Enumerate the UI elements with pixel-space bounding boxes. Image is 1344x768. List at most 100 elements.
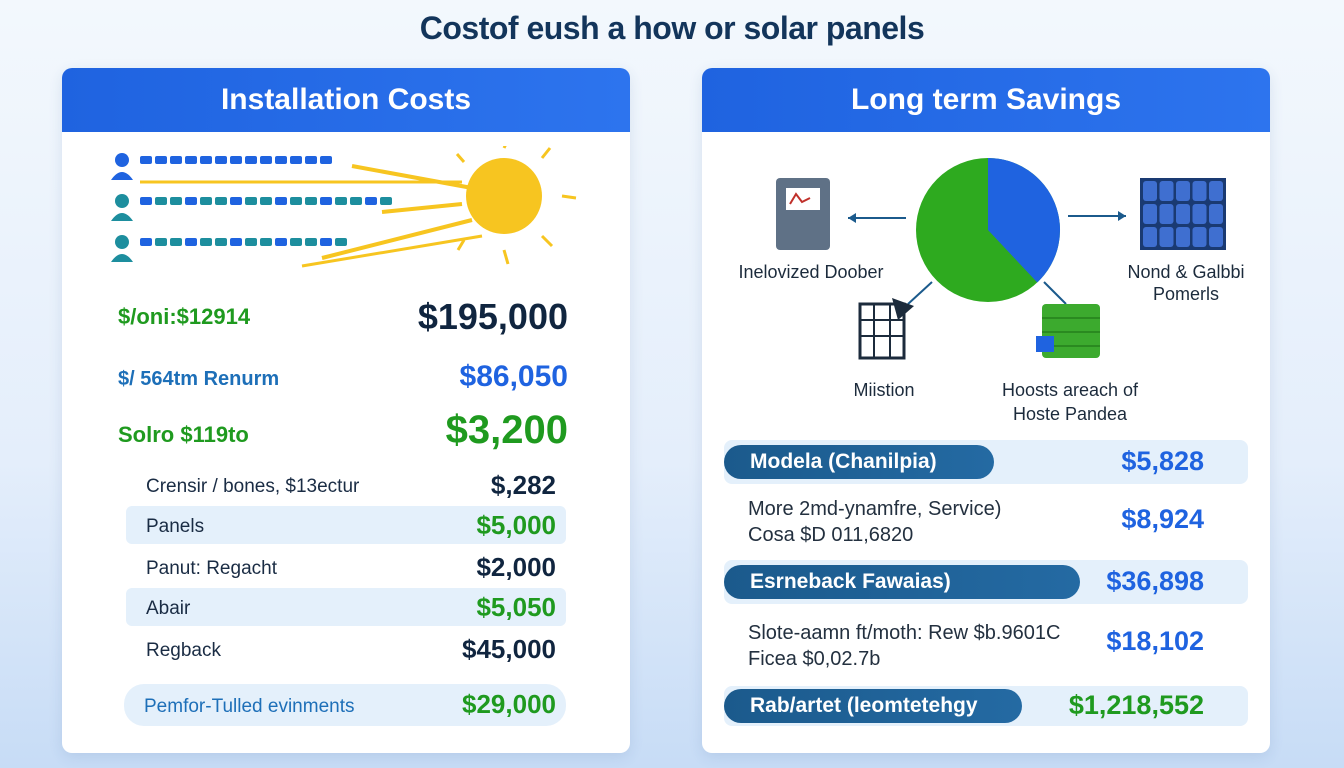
usage-bar-segment xyxy=(320,197,332,205)
usage-bar-segment xyxy=(290,197,302,205)
cost-row-label: Panels xyxy=(146,516,205,537)
usage-bar-segment xyxy=(230,238,242,246)
savings-value: $8,924 xyxy=(1121,504,1204,534)
savings-row-line2: Cosa $D 011,6820 xyxy=(748,524,914,546)
savings-diagram xyxy=(776,158,1226,360)
savings-row: More 2md-ynamfre, Service) Cosa $D 011,6… xyxy=(724,492,1248,554)
panels-label-line1: Nond & Galbbi xyxy=(1127,262,1245,282)
solar-cell xyxy=(1159,181,1174,201)
usage-bar-segment xyxy=(350,197,362,205)
usage-bar-segment xyxy=(335,197,347,205)
savings-pie-chart xyxy=(916,158,1061,302)
cost-row: Panut: Regacht $2,000 xyxy=(126,548,566,586)
usage-bar-segment xyxy=(320,156,332,164)
usage-bar-segment xyxy=(275,238,287,246)
savings-row: Modela (Chanilpia) $5,828 xyxy=(724,440,1248,484)
page-title: Costof eush a how or solar panels xyxy=(419,10,925,46)
cost-row-value: $2,000 xyxy=(476,552,556,582)
usage-bar-segment xyxy=(185,156,197,164)
cost-row-label: Regback xyxy=(146,640,221,661)
savings-value: $36,898 xyxy=(1106,566,1204,596)
solar-cell xyxy=(1143,227,1157,247)
cost-row: Crensir / bones, $13ectur $,282 xyxy=(126,466,566,504)
cost-row-value: $45,000 xyxy=(462,634,556,664)
person-icon xyxy=(111,153,133,180)
usage-bar-segment xyxy=(380,197,392,205)
usage-bar-segment xyxy=(305,156,317,164)
solar-cell xyxy=(1176,204,1190,224)
usage-bar-segment xyxy=(140,238,152,246)
savings-value: $18,102 xyxy=(1106,626,1204,656)
usage-bar-segment xyxy=(245,197,257,205)
solar-panel-icon xyxy=(1140,178,1226,250)
solar-cell xyxy=(1143,181,1157,201)
savings-row-line2: Ficea $0,02.7b xyxy=(748,648,881,670)
solar-cell xyxy=(1143,204,1157,224)
cost-row-value: $5,000 xyxy=(476,510,556,540)
sun-icon xyxy=(455,146,577,265)
installation-big-row: $/oni:$12914 $195,000 xyxy=(118,296,568,340)
savings-row: Slote-aamn ft/moth: Rew $b.9601C Ficea $… xyxy=(724,616,1248,678)
long-term-savings-header: Long term Savings xyxy=(702,68,1270,132)
usage-bar-segment xyxy=(155,238,167,246)
installation-big-row-label: $/oni:$12914 xyxy=(118,304,251,329)
calculator-label: Miistion xyxy=(853,380,915,400)
battery-icon xyxy=(1036,304,1100,358)
savings-pill: Rab/artet (leomtetehgy xyxy=(724,689,1022,723)
panels-label-line2: Pomerls xyxy=(1152,284,1219,304)
usage-bar-segment xyxy=(200,197,212,205)
usage-bar-segment xyxy=(260,197,272,205)
usage-bar-segment xyxy=(320,238,332,246)
usage-bar-segment xyxy=(260,238,272,246)
solar-cell xyxy=(1209,204,1223,224)
cost-footer-row: Pemfor-Tulled evinments $29,000 xyxy=(124,684,566,726)
solar-cell xyxy=(1192,227,1207,247)
installation-big-row-label: $/ 564tm Renurm xyxy=(118,368,280,390)
usage-bar-segment xyxy=(245,156,257,164)
solar-cell xyxy=(1192,181,1207,201)
installation-big-row: $/ 564tm Renurm $86,050 xyxy=(118,360,568,404)
usage-bar-segment xyxy=(170,238,182,246)
installation-big-row-value: $195,000 xyxy=(417,296,568,337)
solar-cell xyxy=(1209,227,1223,247)
usage-bar-segment xyxy=(140,197,152,205)
savings-row: Rab/artet (leomtetehgy $1,218,552 xyxy=(724,686,1248,726)
usage-bar-segment xyxy=(200,156,212,164)
savings-value: $1,218,552 xyxy=(1068,690,1204,720)
usage-bar-segment xyxy=(335,238,347,246)
solar-cell xyxy=(1209,181,1223,201)
sun-usage-illustration xyxy=(111,146,577,268)
cost-footer-label: Pemfor-Tulled evinments xyxy=(144,696,355,717)
installation-big-row-label: Solro $119to xyxy=(118,422,249,447)
savings-row: Esrneback Fawaias) $36,898 xyxy=(724,560,1248,604)
person-icon xyxy=(111,194,133,221)
long-term-savings-card: Long term Savings I xyxy=(702,68,1270,753)
usage-bar-segment xyxy=(260,156,272,164)
installation-big-row-value: $86,050 xyxy=(459,360,568,393)
solar-cell xyxy=(1176,181,1190,201)
solar-cell xyxy=(1159,204,1174,224)
usage-bar-segment xyxy=(140,156,152,164)
cost-row: Panels $5,000 xyxy=(126,506,566,544)
savings-pill: Modela (Chanilpia) xyxy=(724,445,994,479)
cost-row-label: Crensir / bones, $13ectur xyxy=(146,476,360,497)
installation-big-row: Solro $119to $3,200 xyxy=(118,408,568,458)
usage-bar-segment xyxy=(305,238,317,246)
battery-label-line1: Hoosts areach of xyxy=(1001,380,1139,400)
usage-bar-segment xyxy=(215,156,227,164)
cost-row-value: $5,050 xyxy=(476,592,556,622)
usage-bar-segment xyxy=(155,197,167,205)
usage-bar-segment xyxy=(290,156,302,164)
cost-row-label: Abair xyxy=(146,598,191,619)
usage-bar-segment xyxy=(275,156,287,164)
solar-cell xyxy=(1192,204,1207,224)
device-icon xyxy=(776,178,830,250)
usage-bar-segment xyxy=(155,156,167,164)
savings-value: $5,828 xyxy=(1121,446,1204,476)
installation-costs-header: Installation Costs xyxy=(62,68,630,132)
calculator-icon xyxy=(858,298,914,360)
usage-bar-segment xyxy=(215,197,227,205)
usage-bar-segment xyxy=(170,156,182,164)
device-label: Inelovized Doober xyxy=(738,262,884,282)
cost-row: Abair $5,050 xyxy=(126,588,566,626)
